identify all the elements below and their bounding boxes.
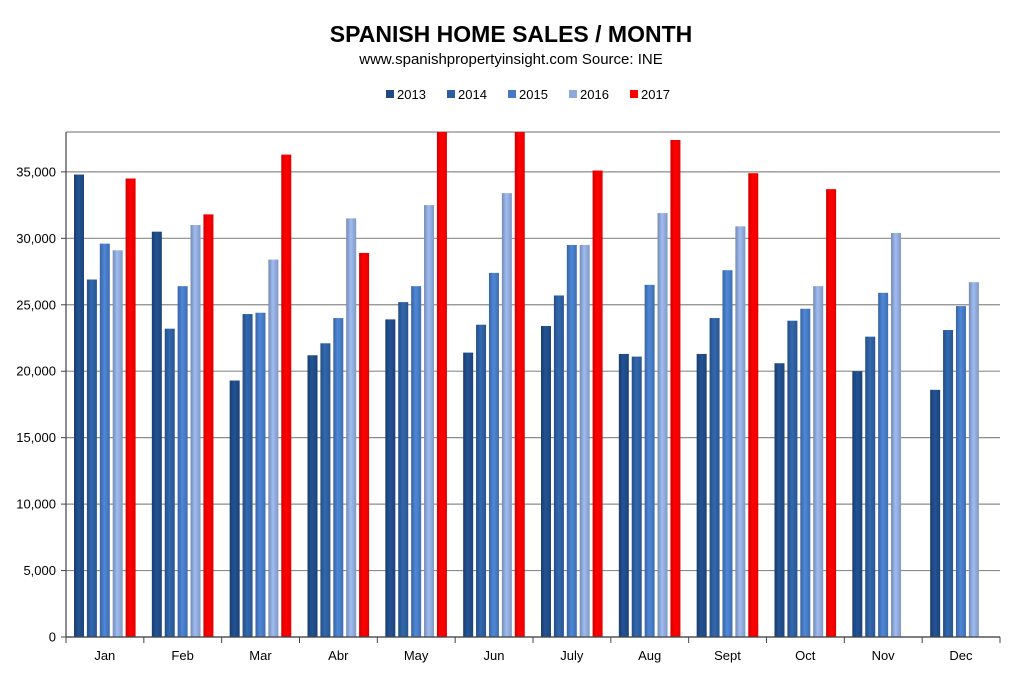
grid-lines xyxy=(66,131,1000,638)
bar-2014-Jan xyxy=(86,279,97,637)
bar-2013-Jan xyxy=(74,174,84,638)
bar-2016-Dec xyxy=(968,282,979,637)
bar-2017-Feb xyxy=(203,214,214,638)
bar-2014-Mar xyxy=(242,314,253,637)
y-tick-label: 35,000 xyxy=(16,164,56,179)
bar-2014-Abr xyxy=(320,343,331,637)
bar-2016-Nov xyxy=(891,233,902,637)
chart-legend: 2013 2014 2015 2016 2017 xyxy=(386,87,670,102)
x-tick-label: Abr xyxy=(328,648,349,663)
bar-2015-Oct xyxy=(800,308,811,637)
y-tick-label: 20,000 xyxy=(16,364,56,379)
y-tick-label: 15,000 xyxy=(16,430,56,445)
bar-2017-Jan xyxy=(125,178,136,637)
bar-2016-May xyxy=(424,205,435,637)
x-tick-label: Jun xyxy=(483,648,504,663)
bar-2014-Sept xyxy=(709,318,720,637)
x-tick-label: Dec xyxy=(949,648,973,663)
legend-swatch-2016 xyxy=(569,90,577,98)
bar-2016-July xyxy=(579,244,590,638)
bar-2013-Dec xyxy=(930,389,941,637)
bar-2016-Jun xyxy=(501,193,512,637)
y-axis: 0 5,000 10,000 15,000 20,000 25,000 30,000 35,0… xyxy=(16,132,67,645)
bar-2013-Oct xyxy=(774,363,785,637)
legend-label-2013: 2013 xyxy=(397,87,426,102)
bar-2017-Mar xyxy=(281,154,292,637)
chart-subtitle: www.spanishpropertyinsight.com Source: I… xyxy=(358,51,662,68)
chart-title: SPANISH HOME SALES / MONTH xyxy=(330,21,693,47)
bar-2014-Feb xyxy=(164,328,175,637)
bar-2013-May xyxy=(385,319,396,637)
bar-2015-Feb xyxy=(177,286,188,637)
y-tick-label: 30,000 xyxy=(16,231,56,246)
legend-label-2017: 2017 xyxy=(641,87,670,102)
y-tick-label: 5,000 xyxy=(23,563,56,578)
bar-2015-Mar xyxy=(255,312,266,637)
legend-swatch-2017 xyxy=(630,90,638,98)
bars-group xyxy=(74,132,979,638)
bar-2013-Sept xyxy=(696,353,707,637)
bar-2017-May xyxy=(436,132,447,637)
bar-2017-Oct xyxy=(826,189,837,638)
legend-swatch-2013 xyxy=(386,90,394,98)
bar-2014-Nov xyxy=(865,336,876,637)
bar-2015-May xyxy=(411,286,422,637)
bar-2016-Oct xyxy=(813,286,824,637)
bar-2016-Mar xyxy=(268,259,279,637)
x-tick-label: May xyxy=(404,648,429,663)
x-tick-label: July xyxy=(560,648,584,663)
bar-2017-Sept xyxy=(748,173,759,637)
bar-2014-Dec xyxy=(943,330,954,637)
bar-2015-Aug xyxy=(644,284,655,637)
legend-label-2015: 2015 xyxy=(519,87,548,102)
bar-2014-Oct xyxy=(787,320,798,637)
bar-2014-Jun xyxy=(476,324,487,637)
bar-2017-Abr xyxy=(359,252,370,637)
x-tick-label: Sept xyxy=(714,648,741,663)
bar-2014-July xyxy=(553,295,564,637)
bar-2016-Feb xyxy=(190,225,201,638)
x-tick-label: Feb xyxy=(171,648,193,663)
x-tick-label: Oct xyxy=(795,648,816,663)
y-tick-label: 25,000 xyxy=(16,297,56,312)
legend-label-2016: 2016 xyxy=(580,87,609,102)
bar-2017-Aug xyxy=(670,139,681,637)
bar-2017-July xyxy=(592,170,603,637)
bar-2015-Sept xyxy=(722,270,733,637)
bar-2014-Aug xyxy=(631,356,642,637)
bar-2016-Jan xyxy=(112,250,123,638)
bar-2013-Feb xyxy=(151,231,162,637)
bar-2013-July xyxy=(541,326,551,637)
y-tick-label: 0 xyxy=(49,630,56,645)
x-tick-label: Aug xyxy=(638,648,661,663)
bar-2013-Abr xyxy=(307,355,318,637)
bar-2015-Nov xyxy=(878,292,889,637)
bar-2014-May xyxy=(398,302,409,637)
x-axis: Jan Feb Mar Abr May Jun July Aug Sept Oct Nov Dec xyxy=(65,636,1001,663)
bar-2013-Nov xyxy=(852,371,863,637)
bar-2017-Jun xyxy=(514,132,525,637)
bar-2016-Abr xyxy=(346,218,357,637)
y-tick-label: 10,000 xyxy=(16,497,56,512)
bar-2015-July xyxy=(566,244,577,638)
x-tick-label: Mar xyxy=(249,648,272,663)
bar-2016-Aug xyxy=(657,213,668,637)
bar-2013-Aug xyxy=(618,353,629,637)
bar-2015-Abr xyxy=(333,318,344,637)
legend-swatch-2015 xyxy=(508,90,516,98)
x-tick-label: Jan xyxy=(94,648,115,663)
legend-label-2014: 2014 xyxy=(458,87,487,102)
bar-2013-Mar xyxy=(229,380,240,637)
bar-2016-Sept xyxy=(735,226,746,637)
bar-2013-Jun xyxy=(463,352,474,637)
x-tick-label: Nov xyxy=(872,648,896,663)
bar-2015-Jun xyxy=(488,272,499,637)
legend-swatch-2014 xyxy=(447,90,455,98)
bar-2015-Dec xyxy=(955,306,966,637)
bar-2015-Jan xyxy=(99,243,110,637)
